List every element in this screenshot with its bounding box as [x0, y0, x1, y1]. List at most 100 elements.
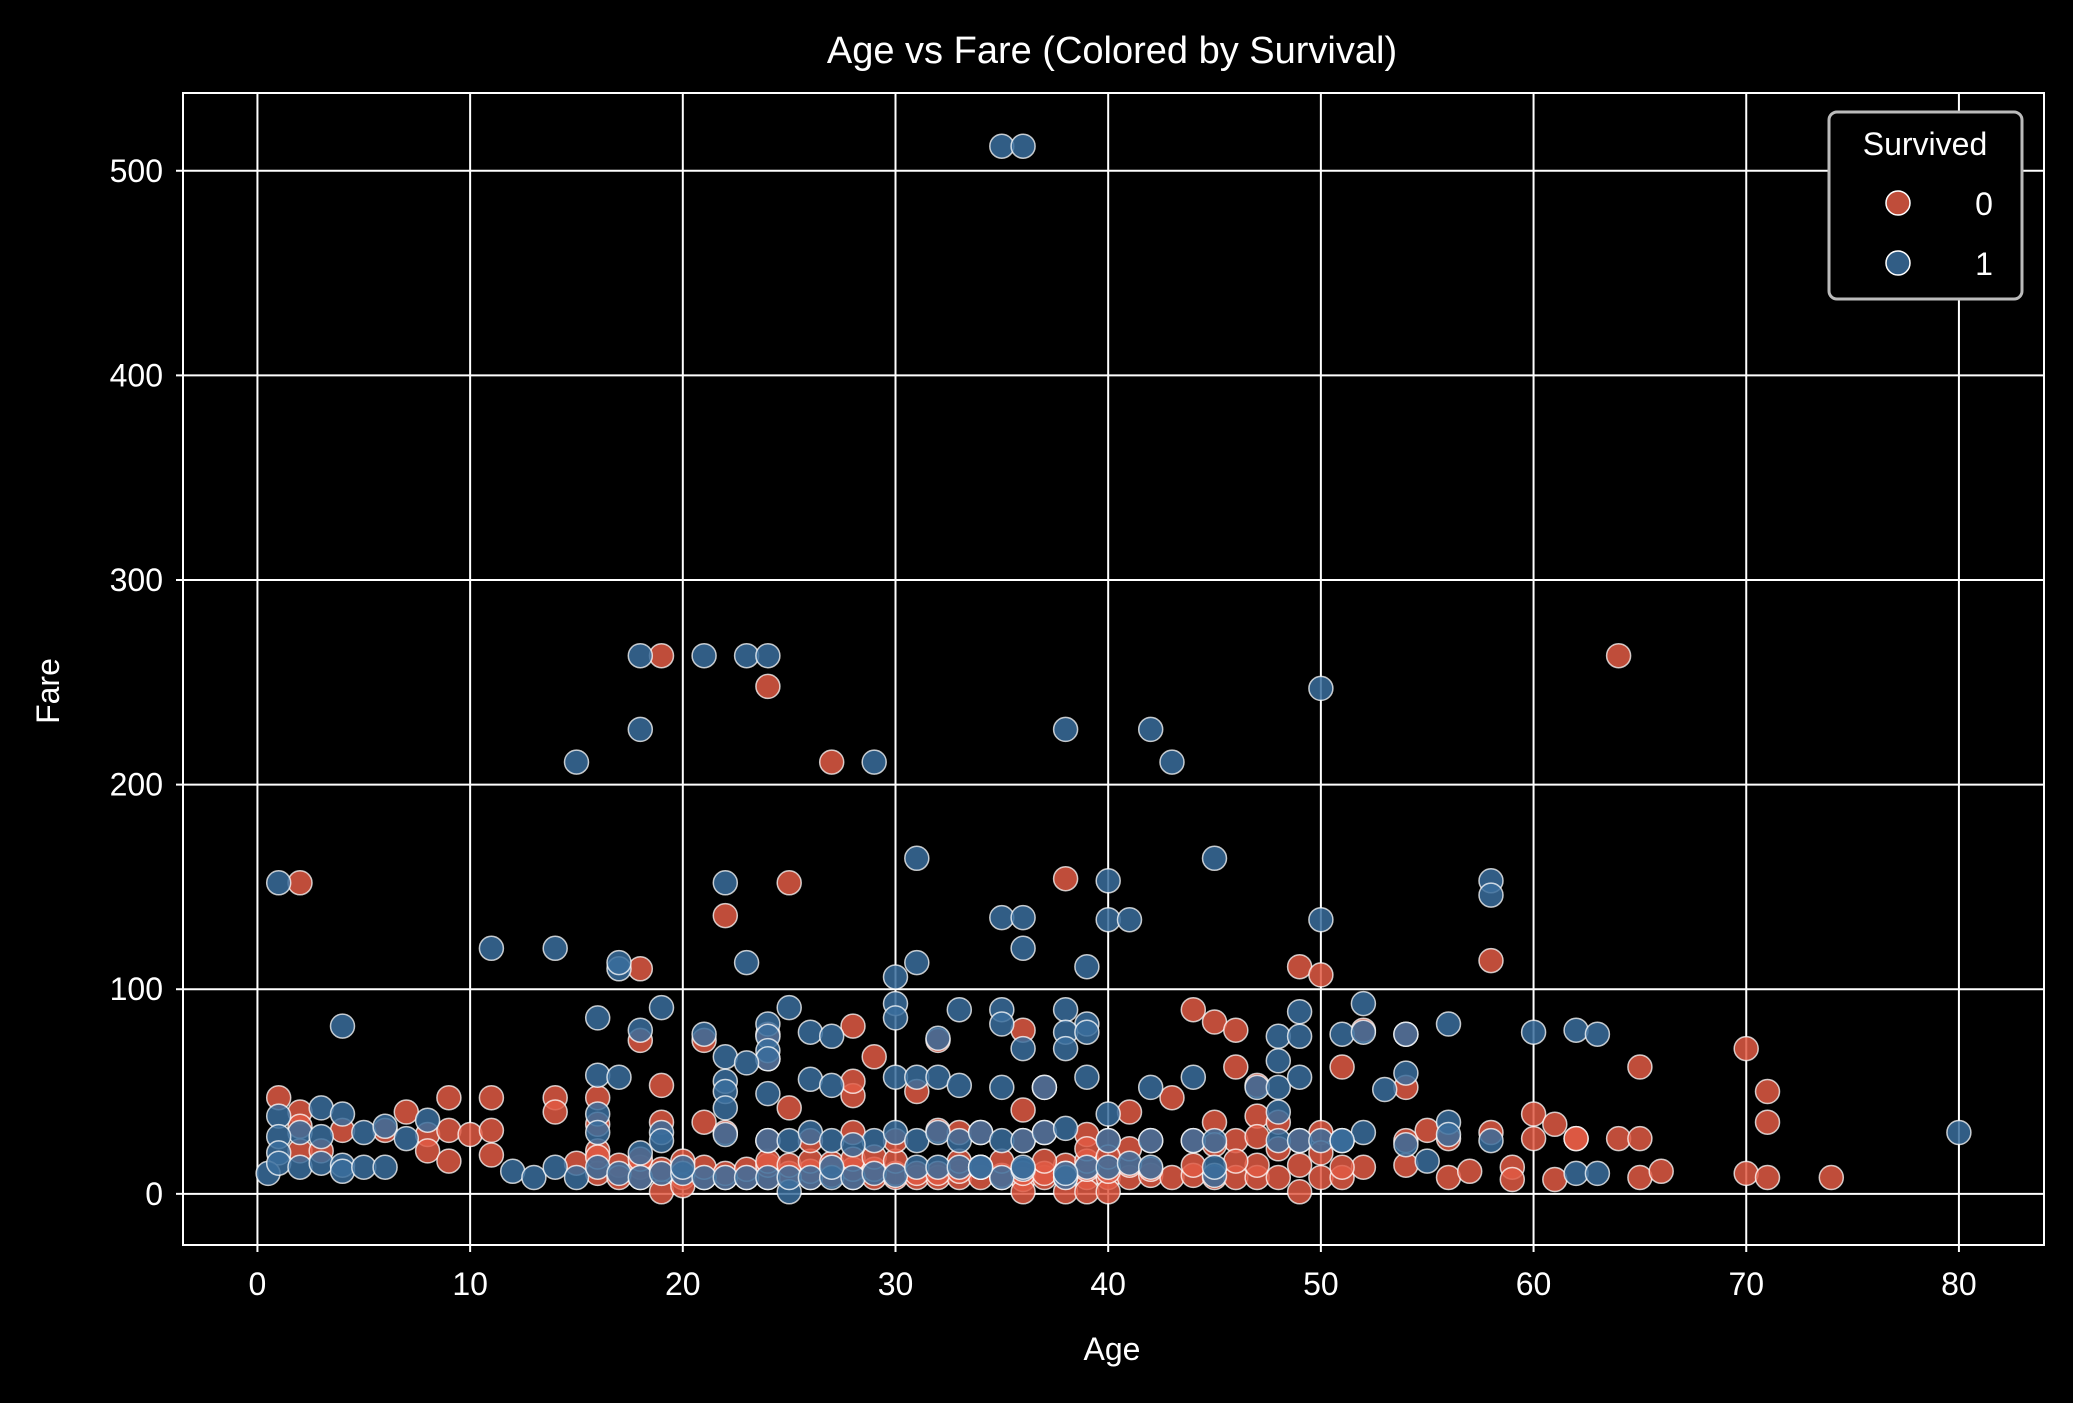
point-survived-0: [1052, 865, 1079, 892]
point-survived-0: [1648, 1158, 1674, 1185]
point-survived-1: [925, 1064, 951, 1090]
point-survived-1: [287, 1119, 313, 1146]
legend-marker-1: [1885, 250, 1911, 276]
point-survived-1: [308, 1095, 334, 1121]
point-survived-0: [776, 1095, 802, 1121]
point-survived-1: [989, 1127, 1015, 1154]
point-survived-1: [1074, 1019, 1100, 1045]
point-survived-1: [606, 1160, 632, 1187]
x-tick-label: 70: [1728, 1266, 1764, 1302]
point-survived-1: [1946, 1119, 1972, 1146]
point-survived-1: [1350, 990, 1377, 1017]
point-survived-1: [776, 1127, 802, 1154]
point-survived-1: [1265, 1099, 1292, 1125]
point-survived-1: [584, 1005, 611, 1031]
point-survived-1: [712, 1095, 739, 1121]
point-survived-1: [946, 1072, 973, 1099]
plot-frame: [182, 92, 2045, 1246]
point-survived-1: [882, 1162, 909, 1189]
legend-title: Survived: [1863, 126, 1988, 162]
point-survived-0: [1223, 1017, 1249, 1043]
point-survived-1: [329, 1013, 356, 1039]
y-tick-label: 200: [110, 767, 163, 803]
point-survived-1: [840, 1164, 866, 1191]
point-survived-0: [1754, 1164, 1781, 1191]
point-survived-1: [351, 1119, 377, 1146]
point-survived-0: [1329, 1054, 1355, 1080]
point-survived-0: [1180, 996, 1207, 1023]
point-survived-1: [584, 1154, 611, 1180]
point-survived-1: [521, 1164, 547, 1191]
point-survived-1: [1010, 1154, 1036, 1180]
point-survived-1: [755, 1080, 781, 1107]
y-tick-label: 0: [145, 1176, 163, 1212]
point-survived-1: [1052, 716, 1079, 743]
x-tick-label: 60: [1516, 1266, 1552, 1302]
point-survived-0: [1754, 1078, 1781, 1105]
tick-labels: 0 10 20 30 40 50 60 70 80 0 100 200 300 400 500: [110, 153, 1977, 1302]
point-survived-0: [478, 1117, 505, 1144]
legend: Survived 0 1: [1827, 110, 2024, 301]
point-survived-1: [1584, 1021, 1611, 1047]
point-survived-0: [1754, 1109, 1781, 1135]
x-axis-label: Age: [1084, 1331, 1141, 1367]
data-points: [255, 133, 1972, 1205]
point-survived-1: [1563, 1160, 1589, 1187]
point-survived-1: [818, 1154, 845, 1180]
point-survived-1: [755, 1164, 781, 1191]
point-survived-1: [648, 1160, 675, 1187]
point-survived-1: [1393, 1060, 1419, 1086]
point-survived-1: [1371, 1076, 1398, 1103]
point-survived-0: [478, 1084, 505, 1111]
point-survived-1: [1201, 845, 1228, 872]
point-survived-1: [1201, 1154, 1228, 1180]
point-survived-0: [1286, 953, 1313, 980]
point-survived-1: [627, 716, 654, 743]
point-survived-1: [563, 1164, 590, 1191]
point-survived-1: [989, 904, 1015, 931]
point-survived-1: [1010, 133, 1036, 159]
point-survived-0: [1031, 1148, 1058, 1174]
point-survived-1: [584, 1062, 611, 1088]
point-survived-1: [1520, 1019, 1547, 1045]
point-survived-1: [1052, 1115, 1079, 1142]
point-survived-1: [797, 1066, 824, 1093]
point-survived-0: [1159, 1084, 1185, 1111]
y-axis-label: Fare: [30, 658, 66, 724]
point-survived-1: [414, 1107, 441, 1133]
legend-box: [1827, 110, 2024, 301]
point-survived-0: [1414, 1117, 1440, 1144]
x-tick-label: 30: [878, 1266, 914, 1302]
point-survived-1: [691, 1164, 717, 1191]
point-survived-1: [606, 1064, 632, 1090]
point-survived-1: [691, 1021, 717, 1047]
point-survived-0: [1074, 1179, 1100, 1205]
point-survived-1: [499, 1158, 526, 1185]
point-survived-1: [1265, 1127, 1292, 1154]
point-survived-1: [776, 1164, 802, 1191]
point-survived-1: [1095, 1101, 1121, 1127]
point-survived-1: [755, 1046, 781, 1072]
point-survived-1: [1286, 1023, 1313, 1050]
point-survived-1: [1393, 1021, 1419, 1047]
point-survived-1: [1244, 1074, 1270, 1101]
point-survived-1: [627, 642, 654, 669]
point-survived-0: [1733, 1160, 1759, 1187]
point-survived-1: [1180, 1064, 1207, 1090]
x-tick-label: 40: [1090, 1266, 1126, 1302]
point-survived-0: [1159, 1164, 1185, 1191]
point-survived-1: [1286, 1064, 1313, 1090]
point-survived-1: [670, 1154, 696, 1180]
point-survived-0: [1733, 1035, 1759, 1062]
point-survived-1: [1308, 675, 1334, 702]
point-survived-1: [1435, 1011, 1462, 1037]
point-survived-1: [861, 1127, 887, 1154]
point-survived-1: [542, 1154, 568, 1180]
point-survived-0: [1605, 642, 1632, 669]
point-survived-1: [818, 1072, 845, 1099]
point-survived-0: [1116, 1099, 1143, 1125]
point-survived-1: [1031, 1119, 1058, 1146]
point-survived-0: [414, 1138, 441, 1164]
point-survived-1: [967, 1154, 994, 1180]
